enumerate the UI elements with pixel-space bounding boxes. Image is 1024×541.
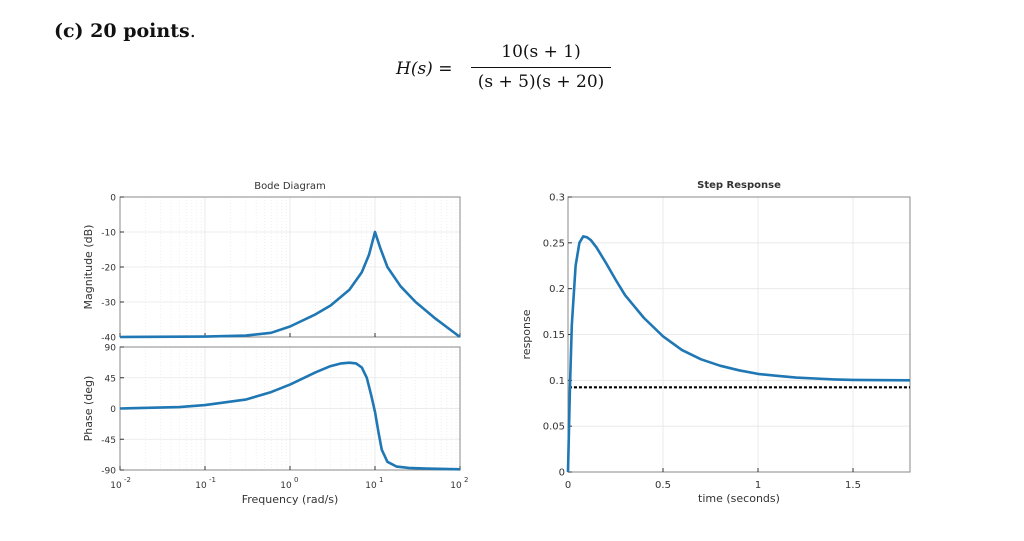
- bode-title: Bode Diagram: [254, 181, 326, 192]
- y-tick-label: 0.25: [543, 238, 565, 249]
- y-tick-label: 0.2: [549, 284, 565, 295]
- x-tick-label: 0: [565, 480, 571, 491]
- fraction-bar: [471, 67, 611, 68]
- y-tick-label: 0.3: [549, 193, 565, 204]
- x-tick-label: 10: [110, 481, 122, 491]
- equation-denominator: (s + 5)(s + 20): [477, 72, 605, 92]
- step-response-curve: [566, 235, 911, 473]
- x-tick-label-exponent: -1: [209, 476, 216, 484]
- x-tick-label-exponent: -2: [124, 476, 131, 484]
- y-tick-label: 0.05: [543, 422, 565, 433]
- y-axis-label-phase: Phase (deg): [82, 376, 95, 442]
- y-tick-label: 90: [105, 344, 117, 354]
- magnitude-curve: [119, 230, 461, 339]
- y-tick-label: 45: [105, 374, 116, 384]
- y-tick-label: -45: [101, 436, 116, 446]
- x-tick-label: 10: [450, 481, 462, 491]
- y-tick-label: 0.15: [543, 330, 565, 341]
- x-tick-label: 1: [755, 480, 761, 491]
- equation-lhs: H(s) =: [396, 59, 453, 79]
- x-tick-label: 1.5: [845, 480, 861, 491]
- transfer-function-equation: H(s) = 10(s + 1) (s + 5)(s + 20): [396, 42, 626, 102]
- y-tick-label: 0: [559, 468, 565, 479]
- x-tick-label-exponent: 1: [379, 476, 383, 484]
- x-tick-label-exponent: 2: [464, 476, 468, 484]
- y-tick-label: -20: [101, 264, 116, 274]
- x-tick-label: 10: [195, 481, 207, 491]
- step-response-plot: 0 0.05 0.1 0.15 0.2 0.25 0.3 0 0.5 1 1.5 Step Respo…: [520, 180, 911, 505]
- problem-heading: (c) 20 points.: [54, 20, 196, 42]
- y-tick-label: 0: [110, 405, 116, 415]
- x-tick-label: 10: [280, 481, 292, 491]
- problem-label-period: .: [189, 20, 196, 42]
- phase-curve: [119, 361, 461, 471]
- problem-label: (c) 20 points: [54, 20, 190, 42]
- x-tick-label: 0.5: [655, 480, 671, 491]
- y-tick-label: 0: [110, 194, 116, 204]
- step-title: Step Response: [697, 180, 781, 191]
- equation-numerator: 10(s + 1): [501, 42, 581, 62]
- x-tick-label-exponent: 0: [294, 476, 298, 484]
- y-tick-label: 0.1: [549, 376, 565, 387]
- y-tick-label: -10: [101, 229, 116, 239]
- y-tick-label: -30: [101, 299, 116, 309]
- step-y-axis-label: response: [520, 309, 533, 359]
- y-axis-label-magnitude: Magnitude (dB): [82, 225, 95, 310]
- x-tick-label: 10: [365, 481, 377, 491]
- bode-magnitude-plot: 0 -10 -20 -30 -40 Magnitude (dB) Bode Diagram: [82, 181, 461, 344]
- y-tick-label: -40: [101, 334, 116, 344]
- step-x-axis-label: time (seconds): [698, 492, 780, 505]
- y-tick-label: -90: [101, 467, 116, 477]
- bode-x-axis-label: Frequency (rad/s): [242, 493, 339, 506]
